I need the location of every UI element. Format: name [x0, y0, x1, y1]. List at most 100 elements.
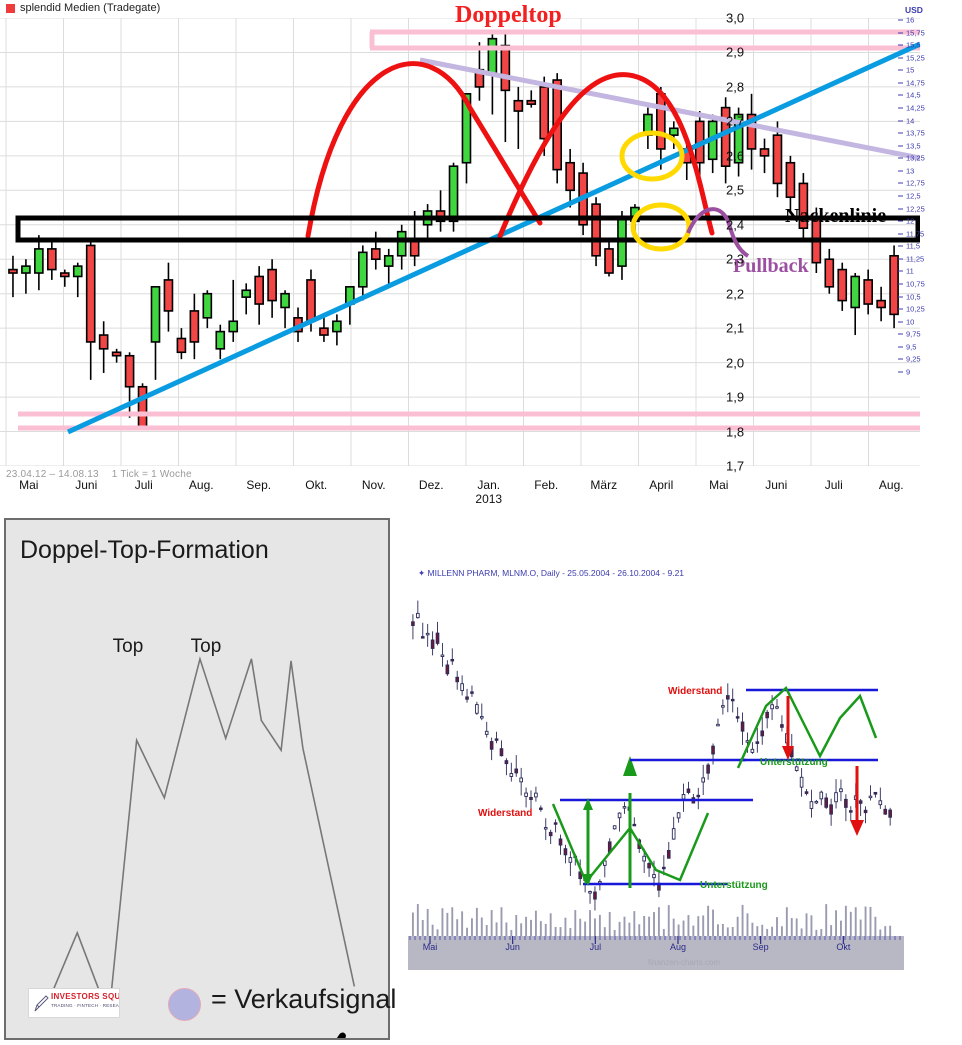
- mlnm-candle-body: [489, 741, 494, 750]
- mlnm-candle-body: [558, 838, 563, 846]
- mlnm-tick-dash: [898, 69, 903, 71]
- mlnm-candle-body: [460, 683, 464, 691]
- mlnm-candle-body: [716, 723, 720, 727]
- price-tick: 2,8: [726, 79, 745, 95]
- candle-body: [876, 299, 886, 309]
- mlnm-candle-body: [735, 716, 740, 719]
- candle-body: [111, 351, 122, 357]
- candle-body: [357, 251, 368, 288]
- mlnm-candle-body: [612, 825, 617, 830]
- mlnm-candle-body: [479, 716, 484, 719]
- mlnm-price-tick: 12,25: [906, 204, 925, 214]
- mlnm-tick-dash: [898, 82, 903, 84]
- candle-body: [396, 230, 407, 257]
- legend-sell-dot: [168, 988, 201, 1021]
- candle-body: [798, 182, 809, 230]
- mlnm-candle-body: [425, 632, 430, 636]
- month-tick: Juli: [824, 478, 843, 492]
- month-tick: Aug.: [188, 478, 214, 492]
- mlnm-price-tick: 15: [906, 65, 915, 75]
- uptrend-thick: [336, 1032, 346, 1038]
- mlnm-price-tick: 11,75: [906, 229, 925, 239]
- month-tick: Feb.: [534, 478, 559, 492]
- candle-body: [124, 354, 135, 388]
- label-widerstand-left: Widerstand: [478, 808, 533, 819]
- mlnm-header-text: MILLENN PHARM, MLNM.O, Daily - 25.05.200…: [427, 568, 685, 578]
- candle-body: [500, 44, 511, 92]
- mlnm-tick-dash: [898, 220, 903, 222]
- candle-body: [241, 289, 252, 298]
- mlnm-month-tick: Sep: [752, 942, 769, 952]
- price-tick: 1,8: [726, 424, 745, 440]
- mlnm-tick-dash: [898, 57, 903, 59]
- mlnm-candle-body: [445, 664, 450, 675]
- mlnm-candle-body: [642, 855, 646, 862]
- candle-body: [254, 275, 264, 305]
- mlnm-candle-body: [524, 792, 528, 797]
- price-tick: 2,9: [726, 44, 745, 60]
- candle-body: [47, 248, 57, 271]
- candle-body: [565, 161, 575, 192]
- mlnm-candle-body: [740, 721, 745, 732]
- mlnm-price-tick: 15,25: [906, 53, 925, 63]
- mlnm-candle-body: [775, 706, 779, 709]
- mlnm-candle-body: [888, 809, 892, 818]
- mlnm-price-tick: 9,25: [906, 354, 921, 364]
- diagram-title: Doppel-Top-Formation: [20, 536, 269, 564]
- month-tick: Aug.: [878, 478, 904, 492]
- zigzag-path: [44, 656, 356, 1017]
- pullback-arc: [686, 207, 750, 258]
- mlnm-chart: ✦ MILLENN PHARM, MLNM.O, Daily - 25.05.2…: [408, 560, 962, 972]
- mlnm-bullet-icon: ✦: [418, 568, 426, 578]
- month-tick: Okt.: [305, 478, 328, 492]
- breakdown-arrowhead: [850, 820, 864, 836]
- mlnm-candle-body: [696, 794, 701, 798]
- mlnm-candle-body: [760, 730, 765, 737]
- mlnm-candle-body: [730, 698, 735, 702]
- mlnm-tick-dash: [898, 308, 903, 310]
- mlnm-candle-body: [593, 891, 597, 900]
- chart-range-info: 23.04.12 – 14.08.13 1 Tick = 1 Woche: [6, 469, 202, 483]
- top-label-1: Top: [112, 636, 144, 657]
- mlnm-tick-dash: [898, 32, 903, 34]
- month-tick: Juli: [134, 478, 153, 492]
- mlnm-candle-body: [578, 871, 583, 880]
- price-tick: 3,0: [726, 10, 745, 26]
- mlnm-candle-body: [686, 788, 691, 793]
- mlnm-tick-dash: [898, 283, 903, 285]
- mlnm-candle-body: [499, 748, 504, 757]
- mlnm-tick-dash: [898, 107, 903, 109]
- candle-body: [889, 254, 899, 316]
- mlnm-plot-area: [411, 600, 892, 938]
- investors-square-logo: INVESTORS SQUARE TRADING · FINTECH · RES…: [28, 988, 120, 1018]
- mlnm-candle-body: [420, 636, 425, 639]
- candle-body: [228, 320, 239, 333]
- mlnm-candle-body: [671, 828, 676, 840]
- mlnm-candle-body: [809, 801, 814, 809]
- mlnm-tick-dash: [898, 333, 903, 335]
- tick-ruler: [409, 936, 901, 944]
- candle-body: [772, 134, 783, 185]
- mlnm-tick-dash: [898, 170, 903, 172]
- mlnm-candle-body: [470, 691, 474, 694]
- double-top-zigzag: [736, 685, 878, 769]
- price-plot-area: [0, 18, 920, 466]
- mlnm-tick-dash: [898, 120, 903, 122]
- candle-body: [202, 292, 213, 319]
- mlnm-candle-body: [588, 891, 592, 894]
- mlnm-candle-body: [529, 797, 533, 800]
- mlnm-candle-body: [701, 777, 706, 783]
- chart-watermark: finanzen-charts.com: [648, 958, 721, 967]
- mlnm-tick-dash: [898, 182, 903, 184]
- mlnm-price-tick: 13,75: [906, 128, 925, 138]
- mlnm-candle-body: [755, 741, 760, 744]
- price-tick: 2,0: [726, 355, 745, 371]
- splendid-medien-chart: splendid Medien (Tradegate) Doppeltop Na…: [0, 0, 962, 512]
- chart-legend: splendid Medien (Tradegate): [6, 2, 160, 14]
- legend-label: splendid Medien (Tradegate): [20, 2, 161, 14]
- mlnm-price-tick: 10,75: [906, 279, 925, 289]
- double-top-arc-right: [497, 72, 715, 239]
- mlnm-candle-body: [484, 730, 489, 735]
- price-tick: 2,5: [726, 182, 745, 198]
- mlnm-candle-body: [878, 800, 883, 806]
